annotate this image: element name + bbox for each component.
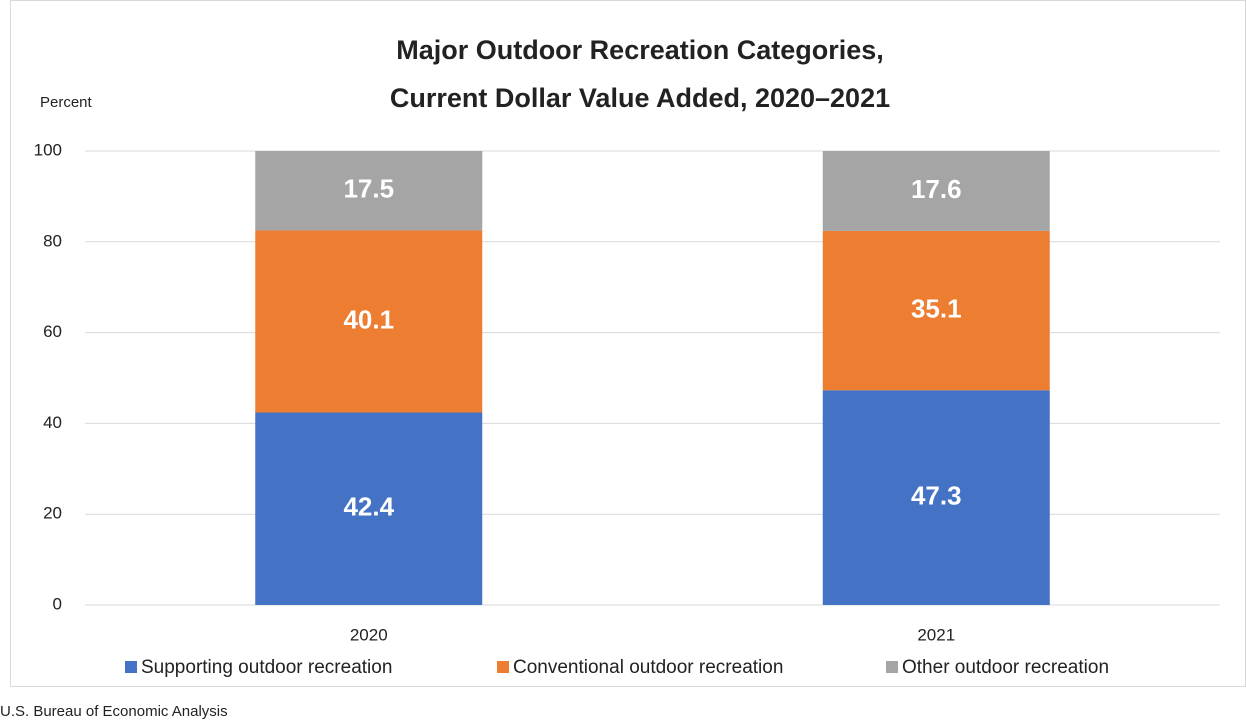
source: U.S. Bureau of Economic Analysis — [0, 703, 228, 720]
bar-segment — [822, 390, 1050, 605]
data-label: 42.4 — [343, 492, 394, 522]
chart-title: Current Dollar Value Added, 2020–2021 — [390, 83, 890, 113]
x-tick-label: 2020 — [350, 625, 388, 644]
chart-title: Major Outdoor Recreation Categories, — [396, 35, 884, 65]
data-label: 40.1 — [343, 304, 394, 334]
bar-segment — [255, 151, 483, 231]
y-tick-label: 80 — [43, 231, 62, 250]
legend-label: Other outdoor recreation — [902, 657, 1109, 678]
bar-segment — [255, 412, 483, 605]
legend-swatch — [886, 661, 898, 673]
y-tick-label: 20 — [43, 504, 62, 523]
data-label: 47.3 — [911, 481, 962, 511]
legend-label: Conventional outdoor recreation — [513, 657, 783, 678]
y-tick-label: 100 — [34, 140, 62, 159]
data-label: 17.5 — [343, 174, 394, 204]
y-tick-label: 0 — [53, 594, 62, 613]
y-tick-label: 60 — [43, 322, 62, 341]
legend-label: Supporting outdoor recreation — [141, 657, 392, 678]
legend-swatch — [125, 661, 137, 673]
bar-segment — [822, 151, 1050, 231]
bar-segment — [822, 230, 1050, 391]
legend-swatch — [497, 661, 509, 673]
data-label: 17.6 — [911, 174, 962, 204]
data-label: 35.1 — [911, 293, 962, 323]
y-axis-label: Percent — [40, 94, 93, 111]
x-tick-label: 2021 — [917, 625, 955, 644]
bar-segment — [255, 230, 483, 413]
y-tick-label: 40 — [43, 413, 62, 432]
